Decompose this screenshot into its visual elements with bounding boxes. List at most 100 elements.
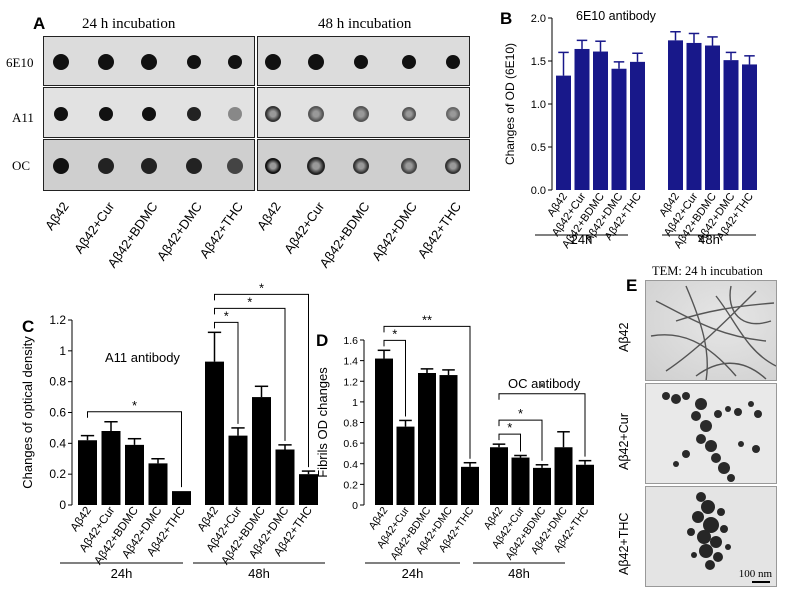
panel-d-label: D bbox=[316, 331, 328, 350]
blot-6e10-48h bbox=[257, 36, 470, 86]
chart-d-significance-label: * bbox=[392, 326, 397, 341]
chart-d-significance-label: * bbox=[507, 420, 512, 435]
blot-dot bbox=[141, 158, 157, 174]
chart-d-bar bbox=[576, 464, 594, 505]
blot-dot bbox=[353, 105, 369, 122]
tem-image-cur bbox=[645, 383, 777, 484]
chart-b-y-tick-label: 1.0 bbox=[531, 99, 546, 111]
chart-c-bar bbox=[101, 431, 121, 505]
chart-d-significance-bracket bbox=[498, 433, 521, 452]
tem-row-label-abeta42: Aβ42 bbox=[617, 322, 631, 352]
tem-aggregates-thc bbox=[687, 492, 731, 570]
chart-d-y-tick-label: 1.4 bbox=[343, 356, 358, 368]
chart-c-title: A11 antibody bbox=[105, 350, 180, 365]
blot-dot bbox=[98, 54, 114, 70]
tem-fibrils-abeta42 bbox=[650, 285, 776, 380]
tem-image-thc: 100 nm bbox=[645, 486, 777, 587]
chart-d-bar bbox=[490, 447, 508, 505]
blot-dot bbox=[228, 55, 242, 69]
chart-d-title: OC antibody bbox=[508, 376, 581, 391]
chart-d-group-label: 24h bbox=[402, 566, 424, 581]
chart-c-group-label: 48h bbox=[248, 566, 270, 581]
blot-a11-48h bbox=[257, 87, 470, 138]
blot-dot bbox=[186, 158, 202, 174]
chart-b-bar bbox=[742, 64, 757, 190]
blot-dot bbox=[401, 158, 417, 174]
panel-b-label: B bbox=[500, 9, 512, 28]
chart-b-y-tick-label: 2.0 bbox=[531, 13, 546, 25]
chart-b-bar bbox=[686, 42, 702, 190]
tem-row-label-cur: Aβ42+Cur bbox=[617, 413, 631, 470]
blot-dot bbox=[265, 54, 281, 70]
chart-c-bar bbox=[252, 397, 271, 505]
row-label-a11: A11 bbox=[12, 110, 34, 125]
blot-dot bbox=[265, 105, 281, 122]
chart-b-bar bbox=[556, 75, 571, 190]
chart-b-title: 6E10 antibody bbox=[576, 9, 657, 23]
panel-e-label: E bbox=[626, 276, 638, 295]
chart-d-bar bbox=[533, 467, 551, 505]
chart-b-bar bbox=[574, 48, 590, 191]
chart-c-bar bbox=[148, 463, 168, 505]
chart-b-bar bbox=[668, 40, 683, 190]
blot-dot bbox=[402, 106, 416, 121]
chart-d-y-tick-label: 0.8 bbox=[343, 418, 358, 430]
blot-dot bbox=[446, 55, 460, 69]
chart-d-significance-bracket bbox=[498, 393, 586, 457]
chart-d-y-tick-label: 0 bbox=[352, 500, 358, 512]
blot-dot bbox=[187, 55, 201, 69]
blot-dot bbox=[354, 55, 368, 69]
chart-c-significance-bracket bbox=[214, 321, 239, 424]
chart-c-bar bbox=[78, 440, 97, 505]
blot-dot bbox=[353, 158, 369, 174]
chart-c-bar bbox=[172, 491, 191, 505]
blot-dot bbox=[53, 158, 69, 174]
tem-scale-label: 100 nm bbox=[738, 568, 772, 580]
col-header-24h: 24 h incubation bbox=[82, 16, 176, 32]
chart-d-bar bbox=[418, 373, 436, 505]
blot-a11-24h bbox=[43, 87, 255, 138]
col-header-48h: 48 h incubation bbox=[318, 16, 412, 32]
blot-dot bbox=[402, 55, 416, 69]
tem-title: TEM: 24 h incubation bbox=[652, 264, 763, 278]
chart-d-bar bbox=[511, 457, 530, 505]
row-label-6e10: 6E10 bbox=[6, 55, 34, 70]
chart-c-y-tick-label: 0.8 bbox=[49, 375, 66, 389]
chart-d-y-tick-label: 0.4 bbox=[343, 459, 358, 471]
blot-dot bbox=[99, 106, 113, 121]
chart-d-significance-bracket bbox=[383, 339, 406, 417]
blot-dot bbox=[446, 106, 460, 121]
chart-d-significance-label: ** bbox=[422, 312, 432, 327]
chart-b-group-label: 24h bbox=[571, 232, 593, 247]
chart-d-significance-label: * bbox=[518, 406, 523, 421]
chart-c-group-label: 24h bbox=[111, 566, 133, 581]
chart-b-y-tick-label: 0.5 bbox=[531, 142, 546, 154]
blot-oc-48h bbox=[257, 139, 470, 191]
chart-c-y-tick-label: 1.2 bbox=[49, 313, 66, 327]
chart-c-y-tick-label: 0.2 bbox=[49, 467, 66, 481]
chart-d-significance-bracket bbox=[498, 419, 543, 461]
blot-dot bbox=[265, 158, 281, 174]
blot-oc-24h bbox=[43, 139, 255, 191]
chart-d-bar bbox=[396, 426, 415, 505]
chart-b-y-tick-label: 0.0 bbox=[531, 185, 546, 197]
chart-c-y-tick-label: 0.4 bbox=[49, 436, 66, 450]
chart-b-bar bbox=[705, 45, 720, 190]
chart-b-bar bbox=[611, 68, 627, 190]
chart-c-y-tick-label: 0 bbox=[59, 498, 66, 512]
chart-b-bar bbox=[723, 60, 739, 190]
chart-d-bar bbox=[375, 358, 393, 505]
chart-b-bar bbox=[630, 61, 645, 190]
chart-c-bar bbox=[228, 435, 248, 505]
blot-dot bbox=[228, 106, 242, 121]
blot-dot bbox=[308, 54, 324, 70]
blot-dot bbox=[98, 158, 114, 174]
blot-6e10-24h bbox=[43, 36, 255, 86]
blot-dot bbox=[187, 106, 201, 121]
chart-c-bar bbox=[205, 361, 224, 505]
chart-b-y-tick-label: 1.5 bbox=[531, 56, 546, 68]
chart-d-bar bbox=[439, 375, 458, 505]
row-label-oc: OC bbox=[12, 158, 31, 173]
chart-c-significance-bracket bbox=[214, 307, 286, 441]
